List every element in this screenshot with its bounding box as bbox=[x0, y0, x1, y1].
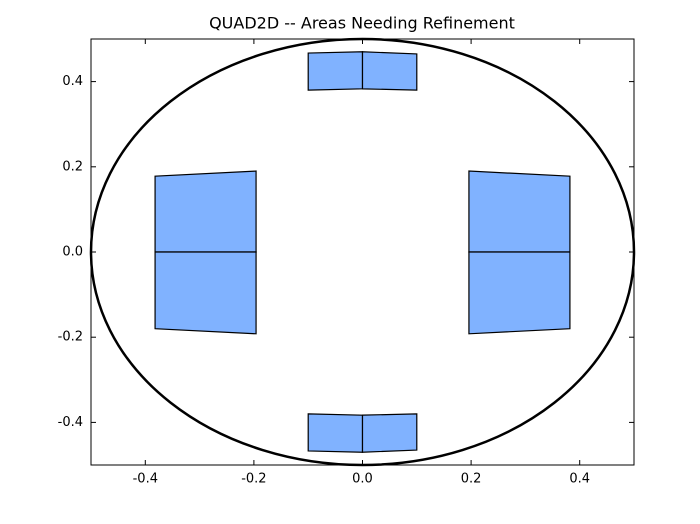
x-tick-label: -0.2 bbox=[241, 472, 266, 487]
x-tick-label: 0.4 bbox=[569, 472, 590, 487]
quad-patch bbox=[361, 51, 418, 91]
y-tick-label: -0.4 bbox=[58, 415, 83, 430]
y-tick-label: 0.2 bbox=[62, 159, 83, 174]
quad-patch bbox=[154, 170, 257, 253]
x-tick-label: 0.0 bbox=[352, 472, 373, 487]
y-tick-label: -0.2 bbox=[58, 330, 83, 345]
quad-patch bbox=[307, 51, 364, 91]
y-tick-label: 0.0 bbox=[62, 245, 83, 260]
quad-patch bbox=[307, 413, 364, 453]
quad-patch bbox=[154, 251, 257, 335]
chart-title: QUAD2D -- Areas Needing Refinement bbox=[209, 14, 515, 33]
x-tick-label: -0.4 bbox=[133, 472, 158, 487]
quad-patch bbox=[361, 413, 418, 453]
y-tick-label: 0.4 bbox=[62, 74, 83, 89]
x-tick-label: 0.2 bbox=[461, 472, 482, 487]
quad-patch bbox=[468, 170, 571, 253]
quad-patch bbox=[468, 251, 571, 335]
